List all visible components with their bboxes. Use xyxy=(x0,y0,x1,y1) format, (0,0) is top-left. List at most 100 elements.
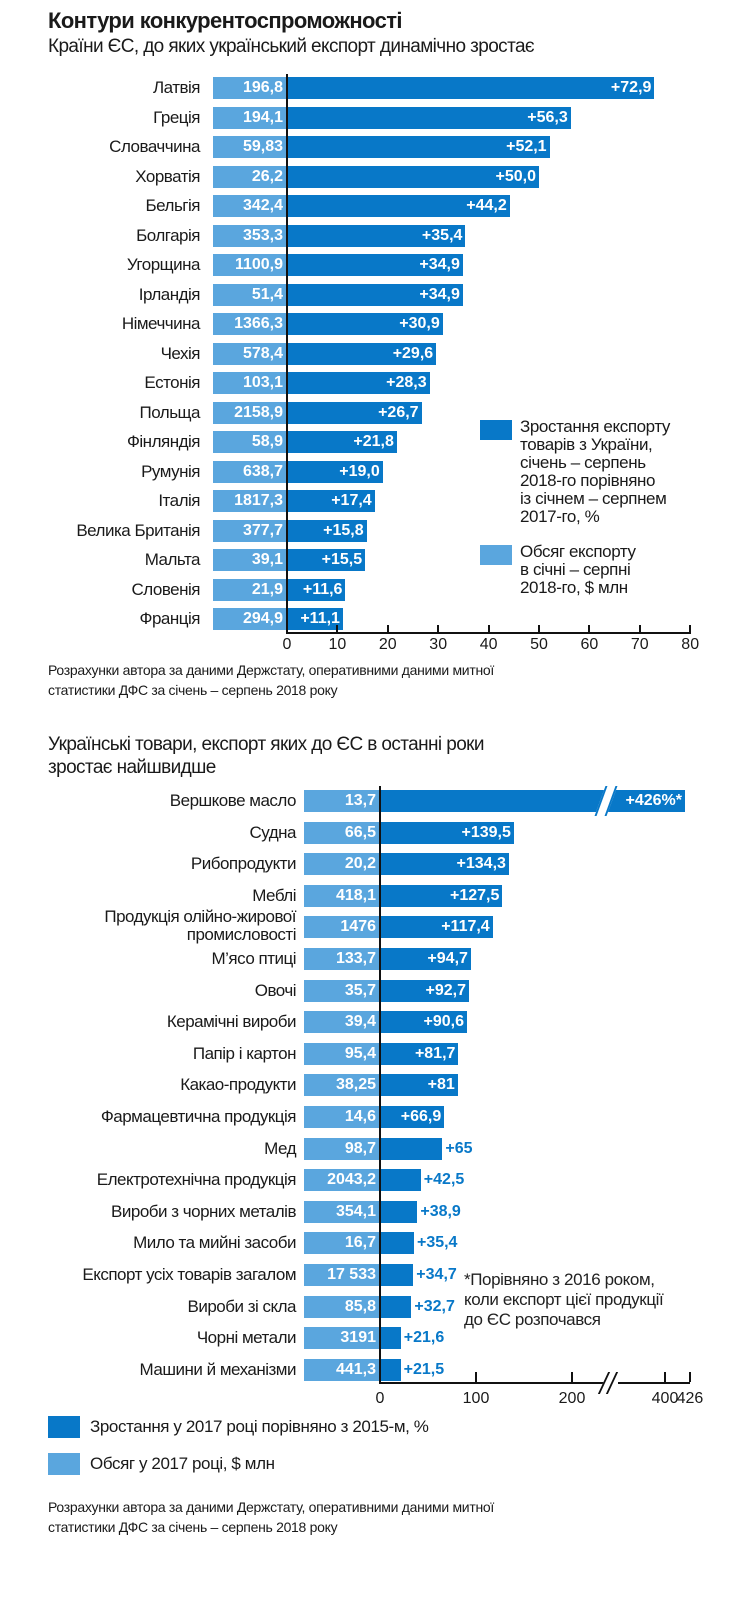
growth-bar: +426%* xyxy=(380,790,685,812)
category-label: Експорт усіх товарів загалом xyxy=(82,1265,296,1284)
x-tick xyxy=(688,1372,691,1382)
chart2-source-line1: Розрахунки автора за даними Держстату, о… xyxy=(48,1499,494,1515)
growth-value-label: +35,4 xyxy=(416,1234,458,1252)
x-tick xyxy=(588,625,591,633)
category-label: Бельгія xyxy=(145,196,200,215)
volume-bar: 38,25 xyxy=(304,1074,380,1097)
growth-bar: +30,9 xyxy=(287,313,443,335)
x-tick xyxy=(487,625,490,633)
growth-bar: +81 xyxy=(380,1074,458,1097)
chart1-subtitle: Країни ЄС, до яких український експорт д… xyxy=(48,36,535,57)
growth-bar: +34,9 xyxy=(287,283,463,306)
growth-bar: +15,5 xyxy=(287,549,366,571)
growth-bar: +28,3 xyxy=(287,372,430,394)
volume-bar: 26,2 xyxy=(213,165,287,188)
category-label: Чехія xyxy=(160,343,201,363)
volume-bar: 1817,3 xyxy=(213,490,287,512)
volume-bar: 377,7 xyxy=(213,519,287,542)
growth-bar xyxy=(380,1295,412,1318)
category-label: Естонія xyxy=(144,373,200,392)
growth-bar xyxy=(380,1200,418,1223)
category-label: Папір і картон xyxy=(192,1043,297,1063)
x-axis-line xyxy=(287,632,692,634)
x-tick-label: 400 xyxy=(651,1390,679,1407)
growth-bar: +21,8 xyxy=(287,431,397,453)
x-tick xyxy=(664,1372,666,1382)
volume-bar: 342,4 xyxy=(213,195,287,217)
volume-bar: 294,9 xyxy=(213,608,287,630)
legend-swatch-volume xyxy=(480,545,512,565)
volume-bar: 354,1 xyxy=(304,1200,380,1223)
chart2-title-line2: зростає найшвидше xyxy=(48,757,216,778)
growth-bar: +19,0 xyxy=(287,460,383,483)
growth-bar: +15,8 xyxy=(287,519,367,542)
volume-bar: 418,1 xyxy=(304,884,380,907)
x-tick-label: 10 xyxy=(328,636,347,653)
growth-value-label: +42,5 xyxy=(423,1171,465,1189)
x-tick xyxy=(571,1372,573,1382)
category-label: Рибопродукти xyxy=(190,854,297,874)
x-tick xyxy=(286,625,288,633)
category-label: Словаччина xyxy=(109,137,200,156)
category-label: Чорні метали xyxy=(196,1328,297,1348)
volume-bar: 66,5 xyxy=(304,821,380,844)
volume-bar: 638,7 xyxy=(213,460,287,483)
growth-bar: +35,4 xyxy=(287,224,466,247)
growth-bar: +90,6 xyxy=(380,1011,467,1034)
growth-bar: +134,3 xyxy=(380,853,509,876)
growth-bar xyxy=(380,1264,414,1286)
annotation-line: коли експорт цієї продукції xyxy=(464,1290,664,1309)
volume-bar: 1476 xyxy=(304,916,380,939)
volume-bar: 21,9 xyxy=(213,578,287,601)
volume-bar: 51,4 xyxy=(213,283,287,306)
volume-bar: 1100,9 xyxy=(213,254,287,276)
growth-value-label: +21,6 xyxy=(403,1329,445,1347)
category-label: Меблі xyxy=(252,885,296,905)
growth-bar: +56,3 xyxy=(287,106,571,129)
x-tick-label: 50 xyxy=(530,636,548,653)
growth-bar: +139,5 xyxy=(380,821,514,844)
x-axis-line xyxy=(380,1382,605,1384)
y-axis-line xyxy=(379,786,381,1384)
growth-bar: +72,9 xyxy=(287,77,655,99)
volume-bar: 441,3 xyxy=(304,1358,380,1381)
growth-bar xyxy=(380,1327,401,1350)
category-label: Угорщина xyxy=(126,255,201,274)
volume-bar: 16,7 xyxy=(304,1232,380,1255)
x-tick-label: 60 xyxy=(580,636,599,653)
growth-value-label: +34,7 xyxy=(416,1266,457,1283)
category-label: Керамічні вироби xyxy=(166,1012,297,1032)
category-label: Вироби зі скла xyxy=(187,1296,297,1316)
category-label: Греція xyxy=(153,107,200,127)
x-tick-label: 80 xyxy=(681,636,700,653)
category-label: Болгарія xyxy=(136,225,200,245)
growth-bar: +94,7 xyxy=(380,948,471,970)
x-tick-label: 70 xyxy=(630,636,649,653)
volume-bar: 3191 xyxy=(304,1327,380,1350)
growth-bar: +29,6 xyxy=(287,342,437,365)
volume-bar: 35,7 xyxy=(304,979,380,1002)
growth-value-label: +65 xyxy=(445,1139,473,1157)
chart2-legend-growth: Зростання у 2017 році порівняно з 2015-м… xyxy=(90,1417,429,1436)
growth-bar: +127,5 xyxy=(380,884,503,907)
x-tick xyxy=(437,625,440,633)
category-label: Мило та мийні засоби xyxy=(133,1233,296,1253)
category-label: Латвія xyxy=(152,78,201,97)
category-label: Фармацевтична продукція xyxy=(100,1107,297,1126)
growth-bar: +66,9 xyxy=(380,1106,445,1128)
annotation-line: до ЄС розпочався xyxy=(464,1310,601,1329)
growth-bar: +26,7 xyxy=(287,401,422,424)
legend-volume: Обсяг експорту в січні – серпні 2018-го,… xyxy=(520,542,636,597)
category-label: Фінляндія xyxy=(126,432,201,451)
legend-swatch-growth xyxy=(480,420,512,440)
category-label: Німеччина xyxy=(121,314,201,333)
volume-bar: 133,7 xyxy=(304,948,380,970)
growth-bar: +34,9 xyxy=(287,254,463,276)
x-tick xyxy=(386,625,389,633)
x-tick xyxy=(538,625,540,633)
legend-growth: Зростання експорту товарів з України, сі… xyxy=(520,417,671,526)
category-label: Румунія xyxy=(141,461,200,481)
x-tick-label: 40 xyxy=(479,636,498,653)
volume-bar: 17 533 xyxy=(304,1264,380,1286)
volume-bar: 39,1 xyxy=(213,549,287,571)
